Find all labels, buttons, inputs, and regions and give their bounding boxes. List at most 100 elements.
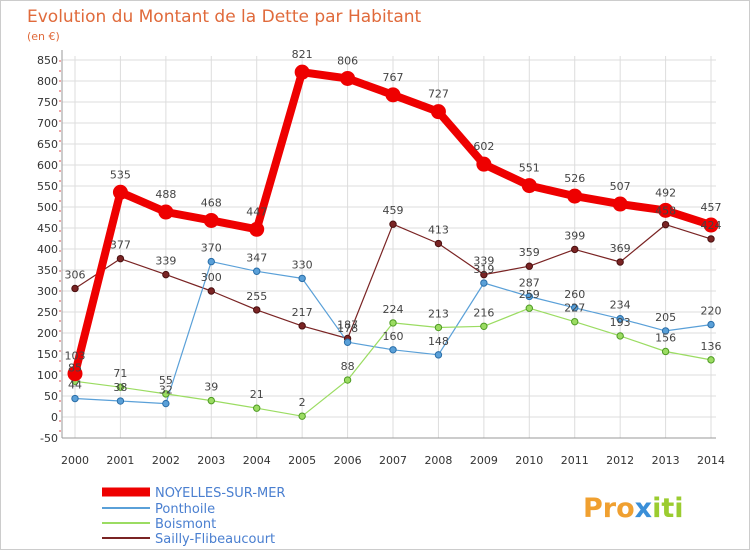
x-tick-label: 2006 [334,454,362,467]
data-point [480,279,488,287]
data-point [71,284,79,293]
data-labels: 103 535 488 468 447 821 806 767 727 602 551 526 507 4… [65,48,722,409]
data-point [571,304,579,312]
data-label: 369 [610,242,631,255]
data-point [158,204,174,220]
data-point [525,304,533,312]
data-point [162,390,170,398]
legend-label: NOYELLES-SUR-MER [155,486,285,501]
data-point [434,351,443,359]
x-tick-labels: 2000 2001 2002 2003 2004 2005 2006 2007 2008 2009… [61,454,725,467]
data-label: 21 [250,388,264,401]
data-label: 220 [701,305,722,318]
data-point [294,64,310,80]
data-point [207,287,215,295]
data-point [162,399,170,408]
y-tick-label: 850 [37,54,58,67]
data-label: 71 [113,367,127,380]
data-point [567,188,583,204]
x-tick-label: 2000 [61,454,89,467]
chart-subtitle: (en €) [27,30,60,43]
data-point [521,178,537,194]
y-tick-label: 0 [51,411,58,424]
data-point [661,327,670,335]
data-point [253,404,261,412]
data-label: 148 [428,335,449,348]
data-label: 359 [519,246,540,259]
data-label: 32 [159,384,173,397]
data-label: 103 [65,350,86,363]
y-tick-label: 800 [37,75,58,88]
y-tick-label: 250 [37,306,58,319]
data-point [71,394,79,403]
data-point [430,104,446,120]
data-point [249,221,265,237]
data-label: 468 [201,196,222,209]
x-tick-label: 2013 [652,454,680,467]
data-point [162,270,170,279]
data-label: 55 [159,374,173,387]
data-label: 300 [201,271,222,284]
x-tick-label: 2010 [515,454,543,467]
data-point [707,235,715,243]
data-label: 306 [65,268,86,281]
data-label: 213 [428,308,449,321]
y-tick-label: 300 [37,285,58,298]
data-point [434,239,443,248]
data-point [525,262,533,270]
data-point [116,254,125,263]
data-point [67,366,83,382]
data-label: 187 [337,318,358,331]
data-point [612,196,628,212]
data-point [476,156,492,172]
data-point [707,356,715,364]
data-point [207,396,215,405]
data-point [389,319,397,327]
data-point [480,322,488,330]
data-point [343,338,352,346]
data-label: 88 [341,360,355,373]
data-label: 447 [246,205,267,218]
y-tick-label: 150 [37,348,58,361]
y-tick-label: 200 [37,327,58,340]
data-point [658,202,674,218]
y-tick-label: 650 [37,138,58,151]
y-tick-labels: -50 0 50 100 150 200 250 300 350 400 450 500 550 600 6… [37,54,58,445]
logo-x: x [635,493,652,524]
data-label: 156 [655,331,676,344]
data-label: 535 [110,168,131,181]
data-label: 193 [610,316,631,329]
x-tick-label: 2007 [379,454,407,467]
data-label: 2 [299,396,306,409]
data-point [571,317,579,326]
data-label: 160 [383,330,404,343]
data-point [525,292,533,301]
data-label: 424 [701,219,722,232]
data-label: 377 [110,239,131,252]
y-tick-label: 700 [37,117,58,130]
data-label: 260 [564,288,585,301]
legend-label: Ponthoile [155,502,215,517]
data-label: 339 [473,255,494,268]
data-point [340,70,356,86]
data-label: 224 [383,303,404,316]
data-label: 806 [337,54,358,67]
x-tick-label: 2008 [424,454,452,467]
data-point [616,258,624,266]
data-point [385,87,401,103]
data-label: 413 [428,224,449,237]
data-label: 38 [113,381,127,394]
data-point [616,332,624,340]
x-tick-label: 2002 [152,454,180,467]
data-point [661,347,670,356]
y-tick-label: 750 [37,96,58,109]
legend-label: Boismont [155,517,216,532]
x-tick-label: 2011 [561,454,589,467]
x-tick-label: 2009 [470,454,498,467]
data-point [253,306,261,314]
data-label: 457 [701,201,722,214]
data-point [616,315,624,323]
data-label: 767 [383,71,404,84]
data-point [298,274,306,283]
